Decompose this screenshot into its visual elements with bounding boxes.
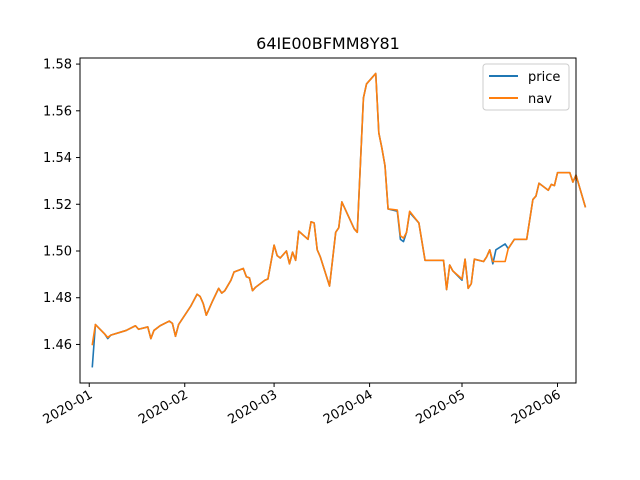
y-tick-label: 1.56 xyxy=(43,104,72,119)
y-tick-label: 1.50 xyxy=(43,244,72,259)
y-tick-label: 1.58 xyxy=(43,58,72,73)
plot-area xyxy=(79,57,587,384)
legend: price nav xyxy=(482,63,570,111)
y-axis: 1.46 1.48 1.50 1.52 1.54 1.56 1.58 xyxy=(43,58,80,353)
y-tick-label: 1.48 xyxy=(43,291,72,306)
chart-title: 64IE00BFMM8Y81 xyxy=(256,34,400,53)
series-layer xyxy=(91,72,587,368)
legend-label-price: price xyxy=(528,70,560,85)
y-tick-label: 1.54 xyxy=(43,151,72,166)
legend-label-nav: nav xyxy=(528,92,552,107)
y-tick-label: 1.46 xyxy=(43,338,72,353)
y-tick-label: 1.52 xyxy=(43,198,72,213)
axes-frame xyxy=(79,57,577,384)
series-line-nav xyxy=(91,72,587,346)
